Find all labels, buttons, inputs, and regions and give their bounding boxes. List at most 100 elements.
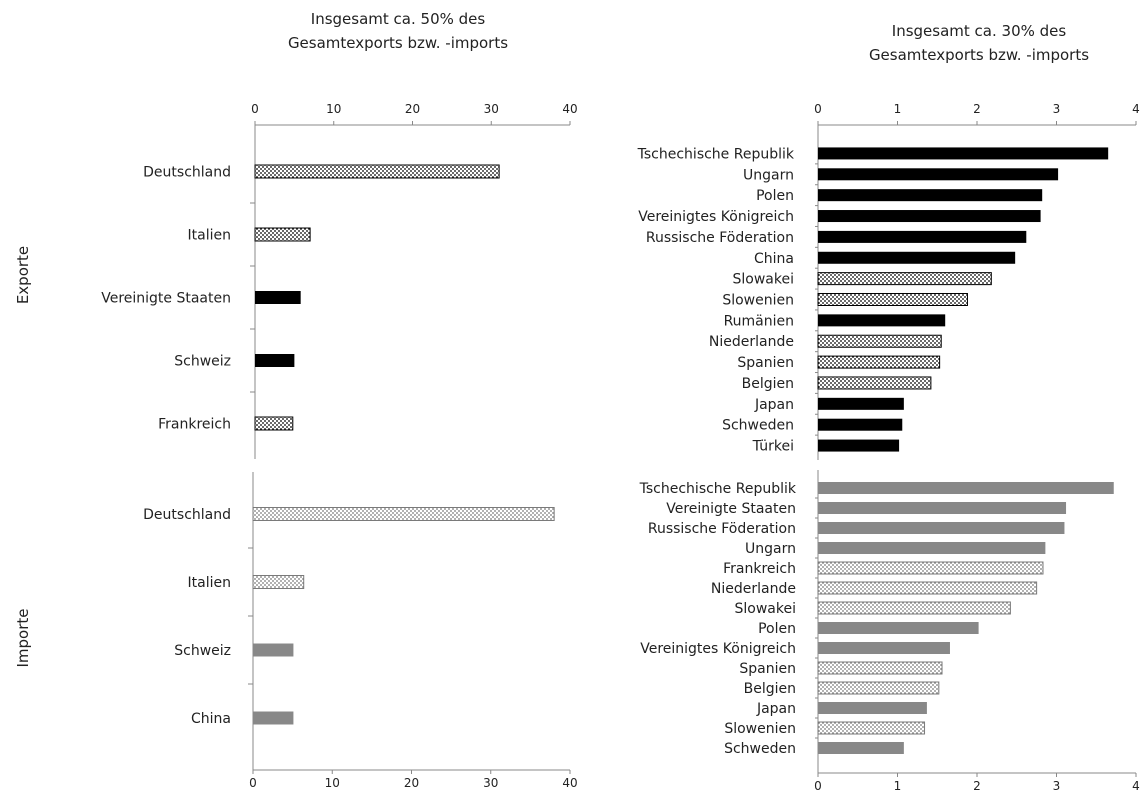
category-label: Schweiz xyxy=(174,354,231,370)
bar xyxy=(818,742,904,754)
bar xyxy=(817,272,992,286)
category-label: Slowakei xyxy=(733,272,794,288)
x-tick-label: 0 xyxy=(249,776,257,790)
x-tick-label: 0 xyxy=(814,779,822,793)
x-tick-label: 4 xyxy=(1132,102,1140,116)
bar xyxy=(818,147,1109,160)
chart-panel-2: Insgesamt ca. 30% des Gesamtexports bzw. … xyxy=(637,22,1140,460)
chart-title-line: Insgesamt ca. 50% des xyxy=(311,10,486,28)
bar xyxy=(818,418,903,431)
chart-panel-4: 0 1 2 3 4 Tschechische Republik Vereinigte Sta… xyxy=(639,470,1140,793)
x-tick-label: 1 xyxy=(894,102,902,116)
bar xyxy=(817,355,941,369)
bar xyxy=(818,210,1041,223)
bar xyxy=(818,189,1043,202)
bar xyxy=(817,581,1038,595)
category-label: Italien xyxy=(188,575,231,591)
bar xyxy=(818,251,1016,264)
category-label: Japan xyxy=(756,701,796,717)
category-label: Vereinigtes Königreich xyxy=(640,641,796,657)
bar xyxy=(817,601,1011,615)
chart-title-line: Gesamtexports bzw. -imports xyxy=(869,46,1089,64)
bar xyxy=(818,168,1059,181)
x-tick-label: 3 xyxy=(1053,102,1061,116)
category-label: Russische Föderation xyxy=(648,521,796,537)
category-label: Tschechische Republik xyxy=(637,146,795,162)
x-tick-label: 40 xyxy=(562,102,577,116)
category-label: Spanien xyxy=(739,661,796,677)
x-tick-label: 2 xyxy=(973,102,981,116)
category-label: Niederlande xyxy=(709,334,794,350)
x-tick-label: 30 xyxy=(484,102,499,116)
bar xyxy=(817,293,968,306)
x-tick-label: 1 xyxy=(894,779,902,793)
row-label-imports: Importe xyxy=(14,608,32,667)
bar xyxy=(253,643,294,657)
bar xyxy=(818,622,979,634)
category-label: Deutschland xyxy=(143,165,231,181)
x-tick-label: 10 xyxy=(325,776,340,790)
category-label: Ungarn xyxy=(743,167,794,183)
category-label: Niederlande xyxy=(711,581,796,597)
x-tick-label: 4 xyxy=(1132,779,1140,793)
x-tick-label: 30 xyxy=(483,776,498,790)
bar xyxy=(818,482,1114,494)
category-label: Vereinigtes Königreich xyxy=(638,209,794,225)
category-label: Frankreich xyxy=(158,417,231,433)
x-tick-label: 20 xyxy=(404,776,419,790)
row-label-exports: Exporte xyxy=(14,246,32,304)
category-label: Slowenien xyxy=(722,293,794,309)
bar xyxy=(252,575,305,589)
x-tick-label: 2 xyxy=(973,779,981,793)
bar xyxy=(818,397,904,410)
category-label: Polen xyxy=(758,621,796,637)
category-label: Schweden xyxy=(722,418,794,434)
category-label: China xyxy=(191,711,231,727)
chart-title-line: Gesamtexports bzw. -imports xyxy=(288,34,508,52)
category-label: Deutschland xyxy=(143,507,231,523)
bar xyxy=(255,354,295,367)
bar xyxy=(255,291,301,304)
category-label: China xyxy=(754,251,794,267)
category-label: Ungarn xyxy=(745,541,796,557)
bar xyxy=(252,507,555,521)
bar xyxy=(818,522,1065,534)
category-label: Vereinigte Staaten xyxy=(666,501,796,517)
bar xyxy=(817,334,942,348)
x-tick-label: 0 xyxy=(814,102,822,116)
bar xyxy=(817,721,926,735)
x-tick-label: 20 xyxy=(405,102,420,116)
bar xyxy=(254,416,294,431)
bar xyxy=(817,661,943,675)
category-label: Rumänien xyxy=(724,313,794,329)
bar xyxy=(818,314,946,327)
category-label: Japan xyxy=(754,397,794,413)
category-label: Polen xyxy=(756,188,794,204)
category-label: Spanien xyxy=(737,355,794,371)
bar xyxy=(818,642,950,654)
category-label: Tschechische Republik xyxy=(639,481,797,497)
bar xyxy=(254,227,311,242)
category-label: Schweiz xyxy=(174,643,231,659)
bar xyxy=(818,439,900,452)
category-label: Slowakei xyxy=(735,601,796,617)
category-label: Russische Föderation xyxy=(646,230,794,246)
category-label: Italien xyxy=(188,228,231,244)
chart-panel-1: Insgesamt ca. 50% des Gesamtexports bzw. … xyxy=(101,10,578,459)
bar xyxy=(818,230,1027,243)
chart-title-line: Insgesamt ca. 30% des xyxy=(892,22,1067,40)
category-label: Belgien xyxy=(744,681,796,697)
bar xyxy=(818,542,1046,554)
bar xyxy=(253,711,294,725)
bar xyxy=(818,702,927,714)
x-tick-label: 3 xyxy=(1053,779,1061,793)
category-label: Belgien xyxy=(742,376,794,392)
x-tick-label: 10 xyxy=(326,102,341,116)
category-label: Türkei xyxy=(752,439,794,455)
x-tick-label: 40 xyxy=(562,776,577,790)
chart-panel-3: 0 10 20 30 40 Deutschland Italien Schweiz China xyxy=(143,472,578,790)
x-tick-label: 0 xyxy=(251,102,259,116)
bar xyxy=(254,164,500,179)
bar xyxy=(817,681,940,695)
